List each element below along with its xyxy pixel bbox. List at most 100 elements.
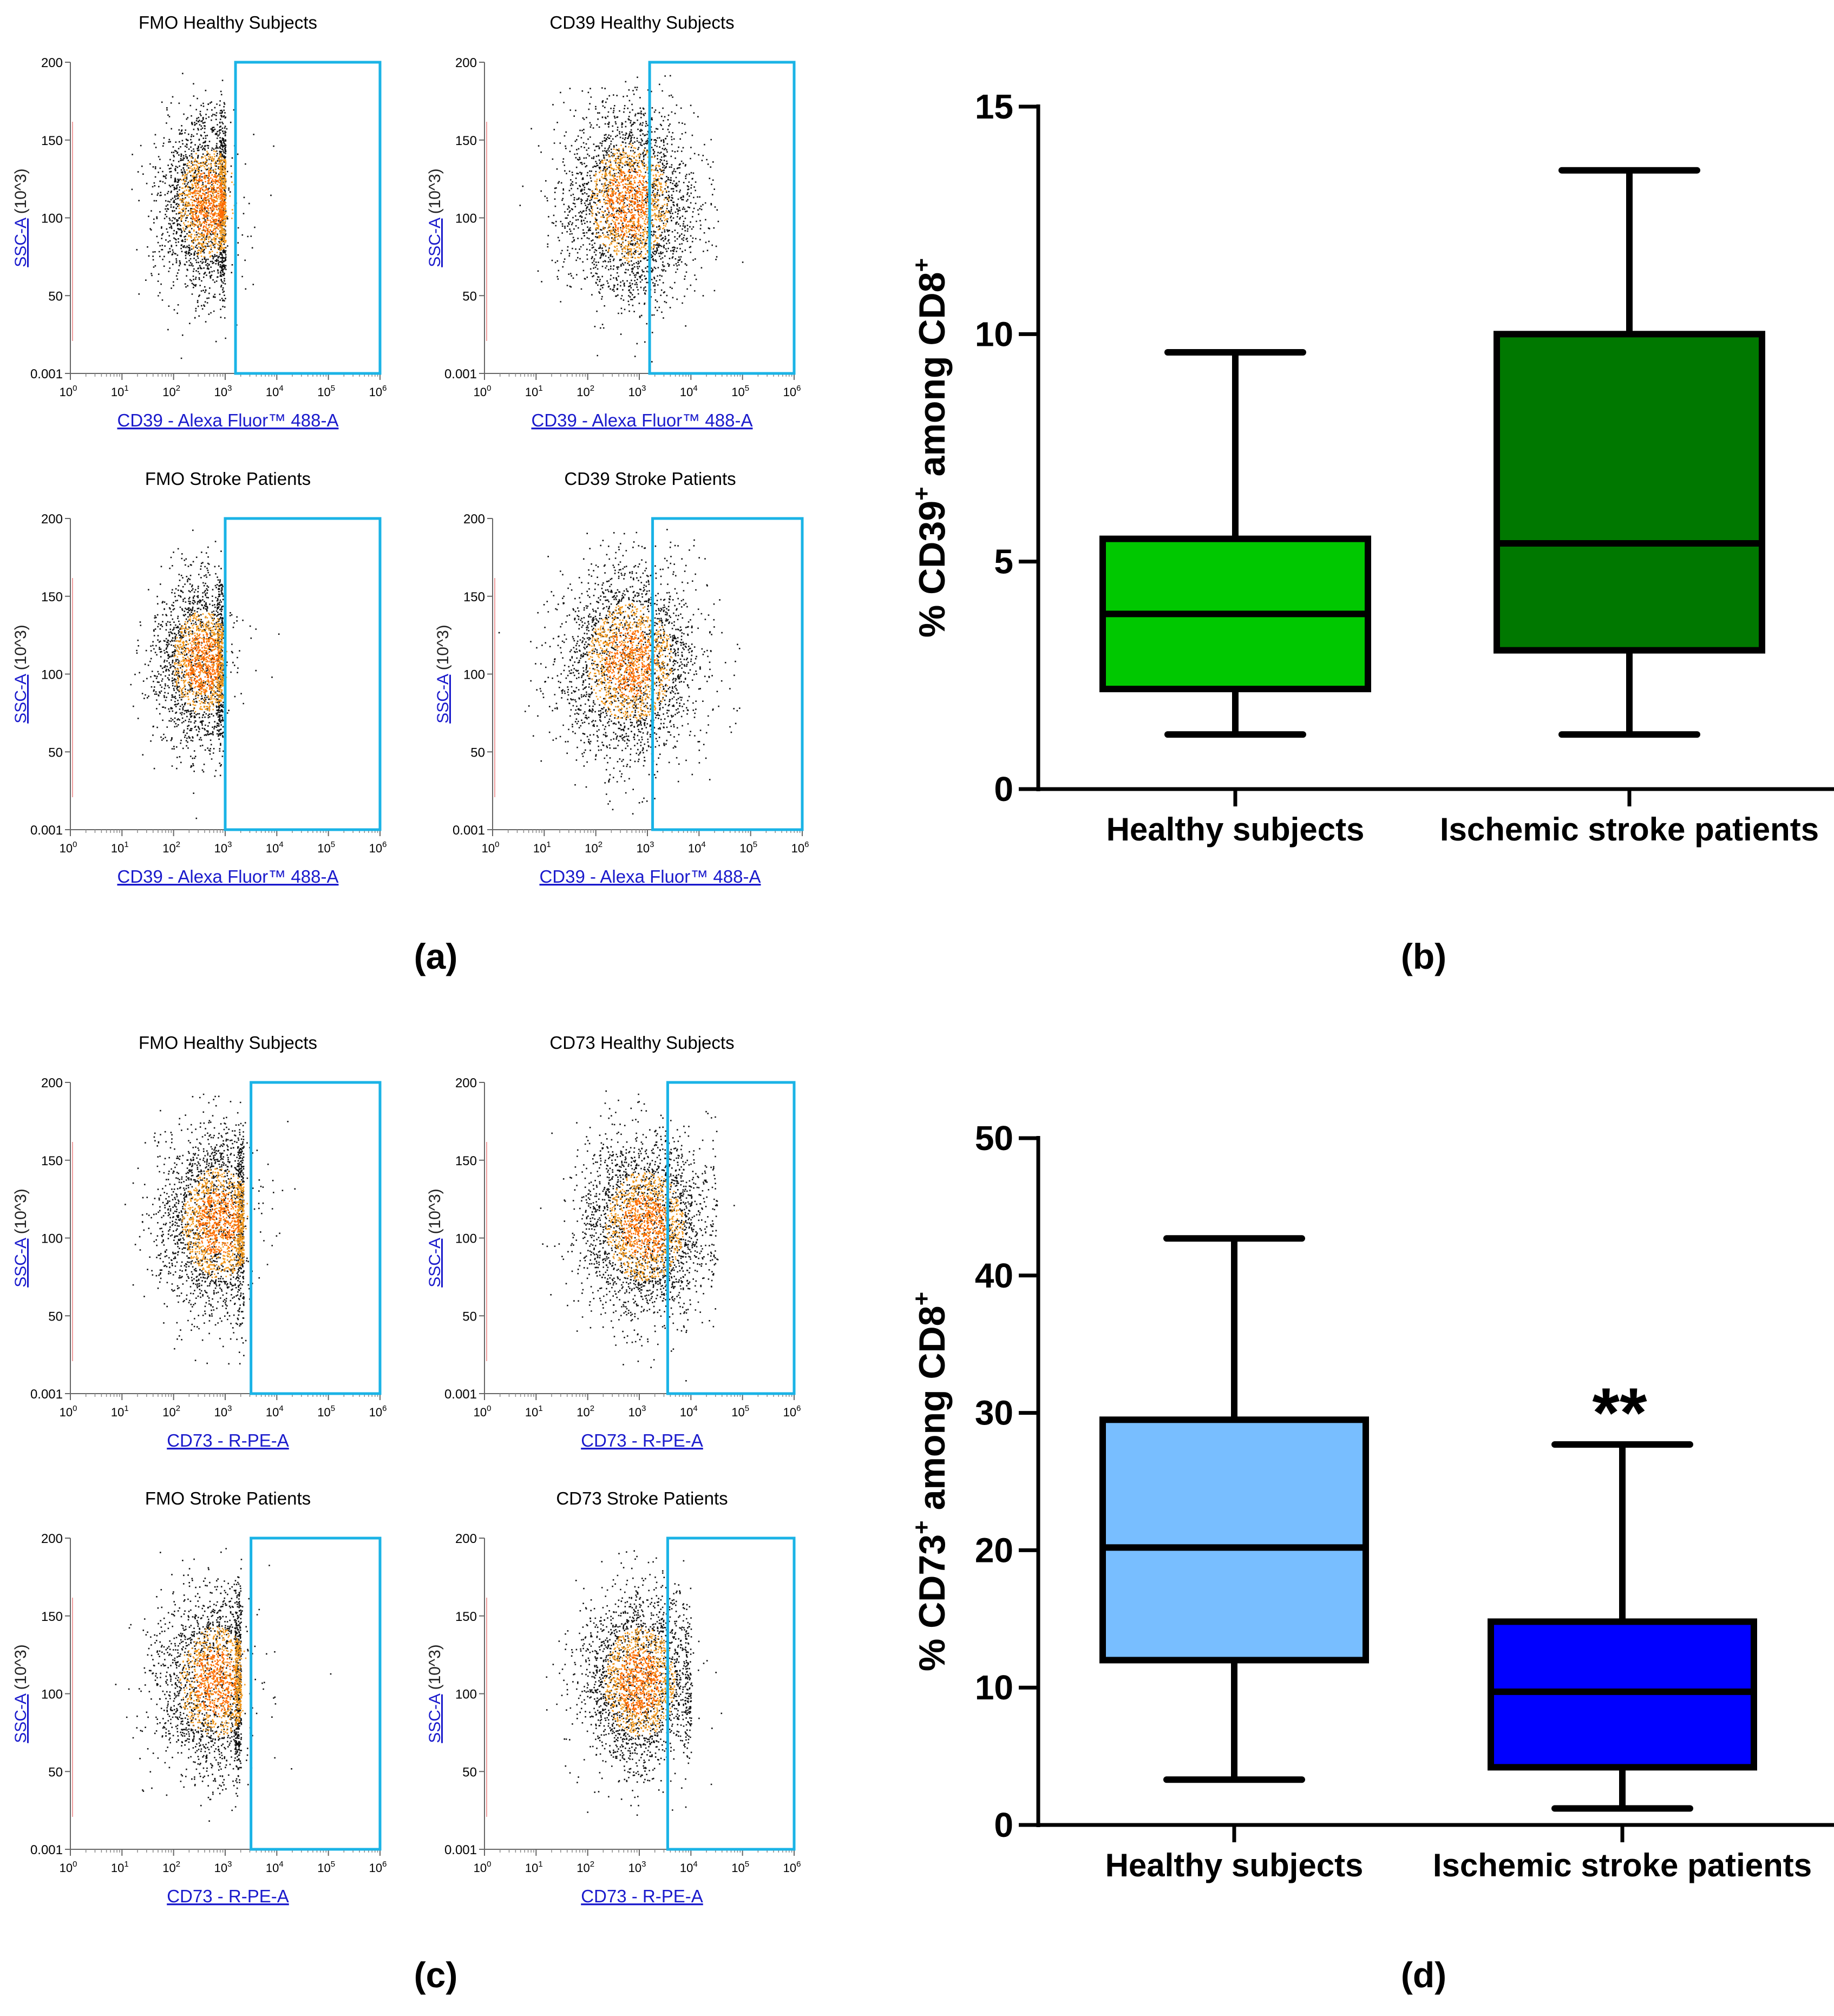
x-axis-label[interactable]: CD39 - Alexa Fluor™ 488-A xyxy=(117,866,338,886)
x-axis-label[interactable]: CD39 - Alexa Fluor™ 488-A xyxy=(539,866,761,886)
x-tick-label: 103 xyxy=(214,1860,232,1875)
gate-rectangle[interactable] xyxy=(651,517,804,831)
iqr-box xyxy=(1099,1416,1369,1664)
x-tick-label: 100 xyxy=(482,840,500,855)
gate-rectangle[interactable] xyxy=(234,61,382,375)
x-tick-label: 105 xyxy=(731,384,749,399)
y-tick-label: 200 xyxy=(41,512,63,527)
x-axis-label[interactable]: CD39 - Alexa Fluor™ 488-A xyxy=(531,410,752,430)
gate-rectangle[interactable] xyxy=(224,517,382,831)
x-tick-label: 103 xyxy=(628,384,646,399)
x-tick-label: 100 xyxy=(474,1404,492,1419)
event-dots xyxy=(130,529,280,819)
category-label: Healthy subjects xyxy=(1105,1847,1364,1883)
panel-label-a: (a) xyxy=(414,936,458,976)
plot-title: CD73 Healthy Subjects xyxy=(549,1033,734,1053)
x-tick-label: 101 xyxy=(533,840,551,855)
events-core xyxy=(173,612,228,713)
events-dense xyxy=(197,1192,240,1255)
event-dots xyxy=(131,73,274,359)
x-tick-label: 106 xyxy=(369,1860,387,1875)
events-core xyxy=(605,1172,685,1282)
x-axis-label[interactable]: CD39 - Alexa Fluor™ 488-A xyxy=(117,410,338,430)
y-axis-label: SSC-A (10^3) xyxy=(426,1644,444,1743)
x-tick-label: 101 xyxy=(111,840,129,855)
y-tick-label: 0.001 xyxy=(444,367,477,382)
y-tick-label: 200 xyxy=(41,1532,63,1546)
gate-rectangle[interactable] xyxy=(666,1081,796,1395)
x-tick-label: 103 xyxy=(628,1860,646,1875)
event-dots xyxy=(125,1093,296,1365)
plot-title: FMO Stroke Patients xyxy=(145,1488,311,1508)
x-tick-label: 100 xyxy=(60,840,77,855)
x-tick-label: 102 xyxy=(585,840,602,855)
y-tick-label: 50 xyxy=(48,289,63,304)
x-axis-label[interactable]: CD73 - R-PE-A xyxy=(167,1886,289,1906)
x-tick-label: 100 xyxy=(60,384,77,399)
y-tick-label: 200 xyxy=(455,1532,477,1546)
y-tick-label: 50 xyxy=(48,1765,63,1779)
plot-title: CD39 Healthy Subjects xyxy=(549,12,734,32)
x-tick-label: 105 xyxy=(731,1404,749,1419)
x-tick-label: 101 xyxy=(525,384,543,399)
y-tick-label: 0.001 xyxy=(444,1387,477,1402)
x-axis-label[interactable]: CD73 - R-PE-A xyxy=(167,1430,289,1450)
events-dense xyxy=(194,1650,238,1715)
events-dark xyxy=(130,529,280,819)
plot-title: FMO Healthy Subjects xyxy=(139,1033,317,1053)
flow-plot-c1: FMO Healthy Subjects 200 150 100 50 0.001 100 1… xyxy=(12,1033,387,1450)
y-tick-label: 100 xyxy=(41,1232,63,1246)
events-dark xyxy=(115,1548,332,1822)
box-healthy xyxy=(1099,1235,1369,1783)
y-tick-label: 0.001 xyxy=(30,823,63,838)
gate-rectangle[interactable] xyxy=(250,1536,382,1851)
y-tick-label: 200 xyxy=(41,56,63,70)
event-dots xyxy=(519,75,744,363)
x-tick-label: 103 xyxy=(628,1404,646,1419)
flow-plot-c4: CD73 Stroke Patients 200 150 100 50 0.001 100 1… xyxy=(426,1488,801,1906)
x-tick-label: 106 xyxy=(783,384,801,399)
events-dark xyxy=(540,1090,735,1382)
y-axis-label: SSC-A (10^3) xyxy=(12,1644,30,1743)
x-tick-label: 101 xyxy=(111,384,129,399)
plot-title: FMO Stroke Patients xyxy=(145,469,311,489)
y-tick-label: 40 xyxy=(975,1256,1013,1295)
y-tick-label: 5 xyxy=(994,542,1013,581)
panel-label-d: (d) xyxy=(1401,1955,1446,1995)
y-tick-label: 10 xyxy=(975,1668,1013,1707)
events-core xyxy=(587,603,673,721)
x-tick-label: 104 xyxy=(266,1404,284,1419)
x-tick-label: 106 xyxy=(369,1404,387,1419)
box-stroke xyxy=(1488,1441,1757,1812)
y-tick-label: 15 xyxy=(975,87,1013,126)
flow-plot-a1: FMO Healthy Subjects 200 150 100 50 0.001 100 1… xyxy=(12,12,387,430)
y-tick-label: 150 xyxy=(41,1154,63,1168)
y-tick-label: 200 xyxy=(41,1076,63,1091)
events-dense xyxy=(186,633,220,693)
y-tick-label: 150 xyxy=(41,1610,63,1624)
x-tick-label: 105 xyxy=(739,840,757,855)
y-axis-label: SSC-A (10^3) xyxy=(12,625,30,723)
gate-rectangle[interactable] xyxy=(666,1536,796,1851)
y-tick-label: 0.001 xyxy=(453,823,485,838)
box-stroke xyxy=(1494,167,1765,738)
y-tick-label: 50 xyxy=(462,1765,477,1779)
events-dark xyxy=(546,1550,723,1816)
x-tick-label: 105 xyxy=(317,1404,335,1419)
gate-rectangle[interactable] xyxy=(250,1081,382,1395)
significance-marker: ** xyxy=(1592,1373,1647,1452)
events-dark xyxy=(498,529,741,815)
y-tick-label: 100 xyxy=(41,668,63,682)
y-tick-label: 200 xyxy=(455,1076,477,1091)
y-tick-label: 50 xyxy=(462,1309,477,1324)
y-tick-label: 100 xyxy=(455,1687,477,1702)
x-axis-label[interactable]: CD73 - R-PE-A xyxy=(581,1886,703,1906)
y-axis-label: SSC-A (10^3) xyxy=(12,168,30,267)
x-tick-label: 104 xyxy=(680,384,698,399)
x-tick-label: 102 xyxy=(577,384,594,399)
x-tick-label: 105 xyxy=(317,1860,335,1875)
gate-rectangle[interactable] xyxy=(648,61,796,375)
category-label: Ischemic stroke patients xyxy=(1440,811,1819,848)
x-axis-label[interactable]: CD73 - R-PE-A xyxy=(581,1430,703,1450)
